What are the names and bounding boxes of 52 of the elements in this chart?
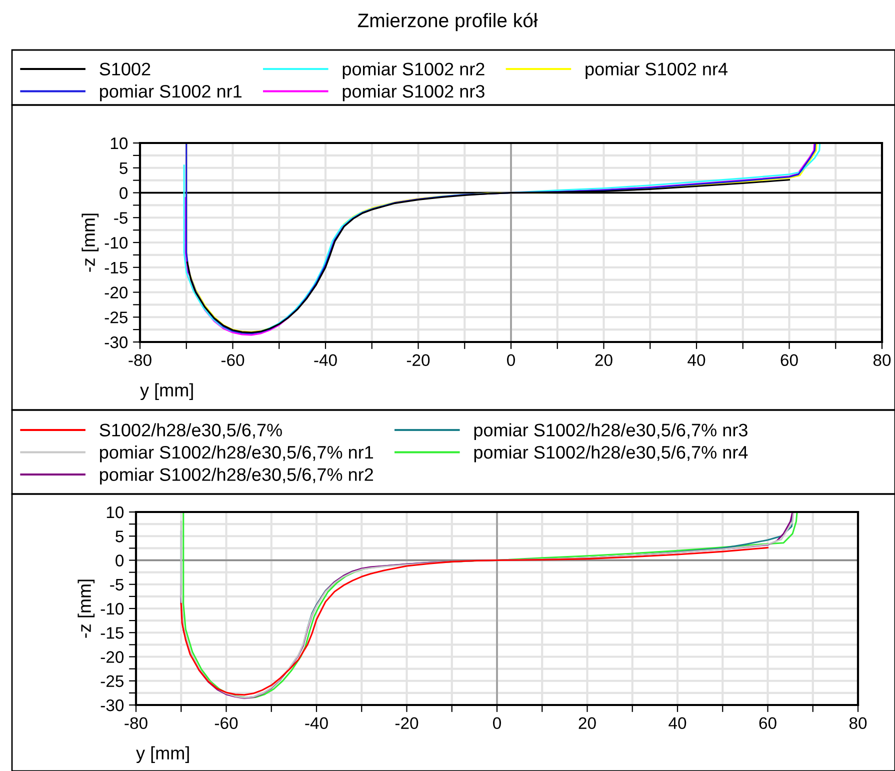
y-tick-label: -15 [100, 627, 124, 639]
x-axis-title: y [mm] [136, 746, 189, 764]
x-tick-label: 40 [688, 354, 706, 366]
legend-label: pomiar S1002 nr3 [342, 84, 484, 102]
x-tick-label: -20 [395, 717, 418, 730]
x-tick-label: -40 [314, 354, 337, 366]
legend-label: pomiar S1002 nr1 [100, 84, 242, 102]
y-tick-label: -15 [104, 262, 128, 274]
x-tick-label: -40 [305, 717, 328, 730]
y-tick-label: -25 [104, 312, 128, 324]
y-axis-title: -z [mm] [78, 580, 95, 638]
y-tick-label: -10 [104, 236, 128, 249]
x-tick-label: -20 [406, 354, 430, 366]
y-tick-label: 5 [120, 162, 128, 174]
x-tick-label: 40 [668, 717, 686, 730]
x-axis-title: y [mm] [140, 383, 193, 400]
y-tick-label: 0 [120, 187, 128, 199]
y-tick-label: -20 [100, 651, 124, 663]
x-tick-label: 80 [873, 354, 891, 366]
x-tick-label: 80 [849, 717, 867, 730]
y-tick-label: 5 [116, 530, 124, 542]
legend-label: pomiar S1002/h28/e30,5/6,7% nr3 [474, 423, 748, 440]
y-tick-label: -30 [104, 336, 128, 348]
y-axis-title: -z [mm] [82, 214, 99, 272]
x-tick-label: -80 [128, 354, 152, 366]
legend-label: S1002/h28/e30,5/6,7% [100, 423, 282, 439]
y-tick-label: 10 [110, 137, 128, 150]
legend-label: pomiar S1002/h28/e30,5/6,7% nr1 [100, 445, 374, 462]
x-tick-label: 20 [595, 354, 612, 366]
x-tick-label: -60 [221, 354, 244, 366]
legend-label: pomiar S1002/h28/e30,5/6,7% nr2 [100, 468, 373, 485]
legend-label: pomiar S1002/h28/e30,5/6,7% nr4 [474, 445, 748, 462]
legend-label: S1002 [100, 62, 150, 76]
y-tick-label: 0 [116, 554, 124, 566]
x-tick-label: 60 [780, 354, 798, 366]
y-tick-label: -25 [100, 675, 124, 688]
x-tick-label: -80 [124, 717, 148, 730]
y-tick-label: 10 [106, 506, 124, 518]
y-tick-label: -5 [110, 578, 124, 591]
y-tick-label: -30 [100, 699, 124, 712]
legend-label: pomiar S1002 nr4 [586, 62, 728, 80]
x-tick-label: 60 [759, 717, 776, 730]
x-tick-label: 20 [578, 717, 596, 730]
line-series [180, 546, 769, 696]
legend-label: pomiar S1002 nr2 [342, 62, 484, 80]
x-tick-label: -60 [214, 717, 238, 730]
y-tick-label: -10 [100, 602, 124, 615]
y-tick-label: -20 [104, 286, 128, 298]
chart-title: Zmierzone profile kół [358, 12, 538, 32]
y-tick-label: -5 [114, 212, 128, 224]
x-tick-label: 0 [493, 717, 501, 730]
x-tick-label: 0 [507, 354, 515, 366]
